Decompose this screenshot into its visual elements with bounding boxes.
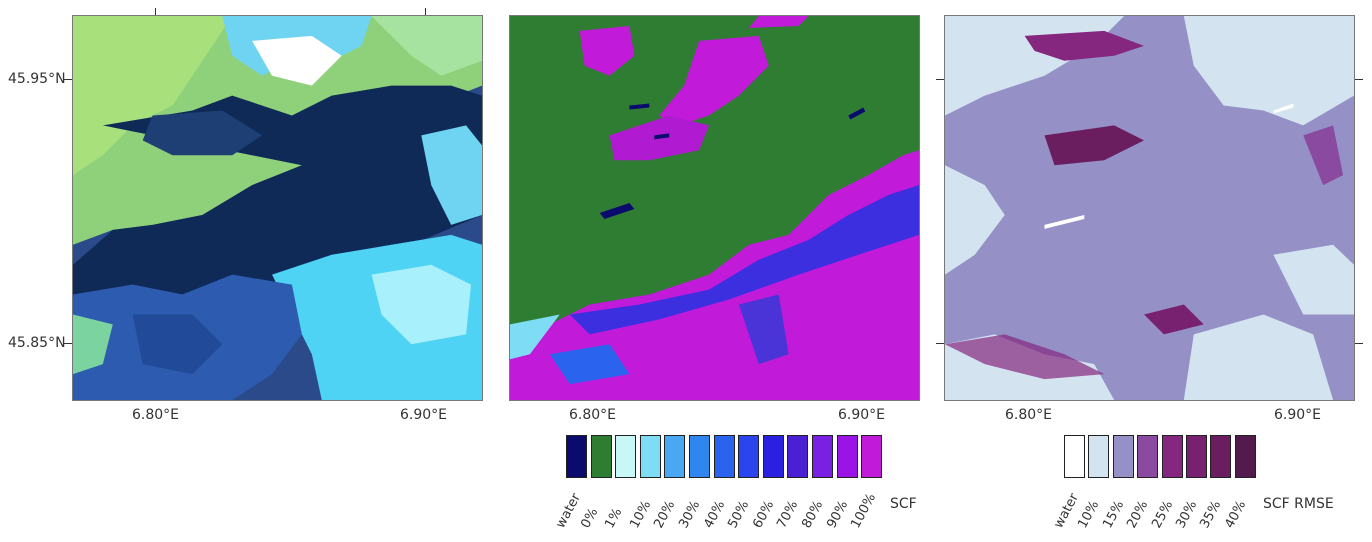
rmse-legend-swatch: [1112, 435, 1134, 478]
lon-label-p3-2: 6.90°E: [1274, 407, 1322, 423]
lat-label-bottom: 45.85°N: [8, 335, 66, 351]
scf-legend-label: 100%: [848, 491, 880, 531]
scf-legend-label: 90%: [823, 498, 851, 531]
scf-legend-title: SCF: [890, 496, 917, 512]
true-color-map: [72, 15, 483, 401]
rmse-legend-swatch: [1210, 435, 1232, 478]
scf-legend-label: 40%: [700, 498, 728, 531]
rmse-legend-label: 30%: [1173, 498, 1201, 531]
scf-map: [509, 15, 920, 401]
rmse-legend-swatch: [1137, 435, 1159, 478]
scf-legend-label: 1%: [602, 505, 626, 531]
rmse-legend-label: 10%: [1075, 498, 1103, 531]
scf-legend-label: 30%: [676, 498, 704, 531]
scf-legend-swatch: [689, 435, 710, 478]
lon-label-p2-2: 6.90°E: [838, 407, 886, 423]
scf-legend-label: 80%: [799, 498, 827, 531]
scf-legend-label: 10%: [627, 498, 654, 531]
lat-tick-right-top: [1355, 79, 1363, 80]
rmse-legend-swatch: [1064, 435, 1085, 478]
lat-tick-left-top: [64, 79, 72, 80]
scf-legend-label: 60%: [750, 498, 777, 531]
scf-legend-label: 70%: [774, 498, 802, 531]
lon-label-p1-2: 6.90°E: [400, 407, 448, 423]
rmse-legend-label: 40%: [1222, 498, 1249, 531]
lon-tick-top-2: [425, 8, 426, 15]
scf-legend-label: 20%: [651, 498, 679, 531]
lat-tick-mid-top: [936, 79, 944, 80]
scf-rmse-map: [944, 15, 1355, 401]
scf-legend-swatch: [615, 435, 637, 478]
scf-legend-swatch: [762, 435, 784, 478]
lon-label-p1-1: 6.80°E: [132, 407, 180, 423]
rmse-legend-swatch: [1088, 435, 1110, 478]
lat-label-top: 45.95°N: [8, 71, 66, 87]
lon-label-p3-1: 6.80°E: [1005, 407, 1053, 423]
rmse-legend-swatch: [1234, 435, 1256, 478]
rmse-legend-swatch: [1186, 435, 1207, 478]
scf-legend-label: 0%: [577, 505, 601, 531]
rmse-legend-label: 15%: [1100, 498, 1127, 531]
scf-legend-label: 50%: [725, 498, 753, 531]
scf-legend-swatch: [861, 435, 883, 478]
scf-legend-swatch: [590, 435, 612, 478]
scf-legend-swatch: [738, 435, 760, 478]
rmse-legend-title: SCF RMSE: [1263, 496, 1334, 512]
scf-legend-swatch: [566, 435, 587, 478]
lon-tick-top-1: [155, 8, 156, 15]
rmse-legend-label: 35%: [1197, 498, 1225, 531]
scf-legend-swatch: [713, 435, 735, 478]
scf-legend-swatch: [836, 435, 858, 478]
rmse-legend-label: 25%: [1148, 498, 1176, 531]
rmse-legend-swatch: [1161, 435, 1183, 478]
scf-legend-swatch: [664, 435, 686, 478]
lat-tick-right-bottom: [1355, 343, 1363, 344]
lat-tick-mid-bottom: [936, 343, 944, 344]
rmse-legend-label: 20%: [1124, 498, 1152, 531]
scf-legend-swatch: [812, 435, 833, 478]
lat-tick-left-bottom: [64, 343, 72, 344]
lon-label-p2-1: 6.80°E: [569, 407, 617, 423]
scf-legend-swatch: [639, 435, 661, 478]
scf-legend-swatch: [787, 435, 809, 478]
